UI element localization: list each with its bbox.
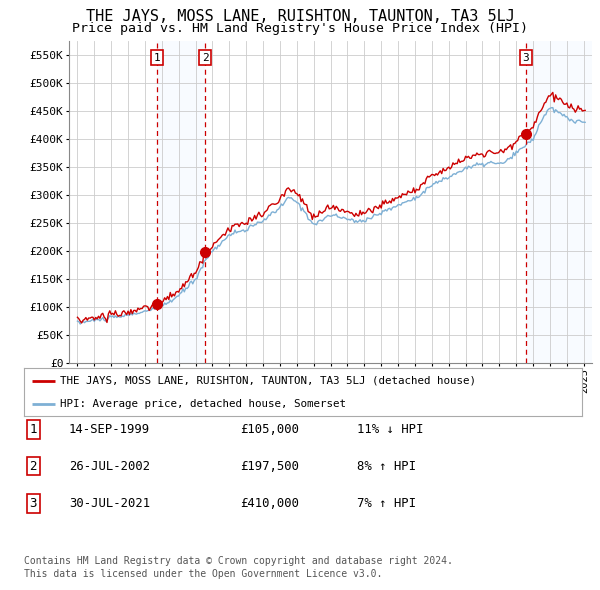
Text: 7% ↑ HPI: 7% ↑ HPI — [357, 497, 416, 510]
Text: 8% ↑ HPI: 8% ↑ HPI — [357, 460, 416, 473]
Bar — [157, 41, 205, 363]
Text: 11% ↓ HPI: 11% ↓ HPI — [357, 423, 424, 436]
Text: 26-JUL-2002: 26-JUL-2002 — [69, 460, 150, 473]
Text: Price paid vs. HM Land Registry's House Price Index (HPI): Price paid vs. HM Land Registry's House … — [72, 22, 528, 35]
Text: THE JAYS, MOSS LANE, RUISHTON, TAUNTON, TA3 5LJ (detached house): THE JAYS, MOSS LANE, RUISHTON, TAUNTON, … — [60, 376, 476, 386]
Text: 2: 2 — [29, 460, 37, 473]
Text: 3: 3 — [29, 497, 37, 510]
Text: 2: 2 — [202, 53, 209, 63]
Text: THE JAYS, MOSS LANE, RUISHTON, TAUNTON, TA3 5LJ: THE JAYS, MOSS LANE, RUISHTON, TAUNTON, … — [86, 9, 514, 24]
Text: Contains HM Land Registry data © Crown copyright and database right 2024.: Contains HM Land Registry data © Crown c… — [24, 556, 453, 566]
Bar — [526, 41, 592, 363]
Text: 1: 1 — [154, 53, 160, 63]
Text: This data is licensed under the Open Government Licence v3.0.: This data is licensed under the Open Gov… — [24, 569, 382, 579]
Text: 30-JUL-2021: 30-JUL-2021 — [69, 497, 150, 510]
Text: 14-SEP-1999: 14-SEP-1999 — [69, 423, 150, 436]
Text: £410,000: £410,000 — [240, 497, 299, 510]
Text: HPI: Average price, detached house, Somerset: HPI: Average price, detached house, Some… — [60, 399, 346, 409]
Text: £105,000: £105,000 — [240, 423, 299, 436]
Text: 1: 1 — [29, 423, 37, 436]
Text: £197,500: £197,500 — [240, 460, 299, 473]
Text: 3: 3 — [523, 53, 529, 63]
